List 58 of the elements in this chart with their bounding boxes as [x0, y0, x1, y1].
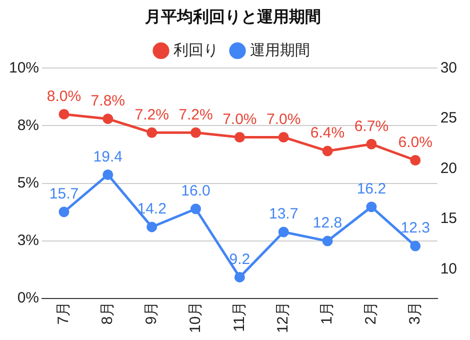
data-label: 7.2% — [134, 106, 169, 124]
data-label: 14.2 — [137, 200, 166, 218]
y-tick-label: 8% — [17, 116, 40, 134]
y-tick-label: 0% — [17, 289, 40, 306]
y-tick-label: 10% — [8, 59, 40, 76]
point — [322, 236, 333, 246]
y2-tick-label: 25 — [440, 110, 458, 127]
point — [278, 132, 289, 142]
data-label: 7.8% — [90, 92, 126, 110]
point — [234, 132, 245, 142]
point — [58, 108, 70, 120]
legend-label: 運用期間 — [250, 42, 310, 59]
y2-tick-label: 30 — [440, 59, 458, 76]
data-label: 7.0% — [222, 110, 257, 128]
x-tick-label: 8月 — [99, 301, 116, 325]
data-label: 7.2% — [178, 106, 213, 124]
y2-tick-label: 20 — [440, 160, 458, 177]
point — [278, 226, 289, 238]
point — [366, 202, 377, 212]
x-tick-label: 9月 — [142, 301, 160, 325]
y-tick-label: 3% — [17, 232, 40, 249]
x-tick-label: 1月 — [318, 301, 336, 325]
chart-title: 月平均利回りと運用期間 — [144, 8, 321, 26]
x-tick-label: 10月 — [186, 301, 204, 334]
y2-tick-label: 10 — [440, 260, 458, 278]
point — [190, 127, 201, 138]
y-tick-label: 5% — [17, 174, 40, 192]
data-label: 8.0% — [46, 88, 82, 105]
point — [146, 222, 158, 232]
data-label: 12.3 — [400, 220, 430, 237]
point — [102, 169, 114, 180]
point — [190, 204, 201, 214]
data-label: 15.7 — [49, 186, 79, 203]
data-label: 16.2 — [356, 180, 386, 198]
data-label: 16.0 — [181, 182, 210, 200]
x-tick-label: 11月 — [230, 301, 248, 332]
x-tick-label: 3月 — [406, 301, 424, 325]
point — [410, 154, 421, 166]
point — [366, 138, 377, 150]
data-label: 6.7% — [354, 118, 389, 135]
data-label: 6.0% — [398, 134, 432, 151]
data-label: 13.7 — [268, 206, 298, 223]
x-tick-label: 12月 — [274, 301, 292, 334]
y2-tick-label: 15 — [440, 210, 458, 228]
data-label: 7.0% — [266, 110, 301, 128]
point — [234, 272, 245, 282]
x-tick-label: 2月 — [362, 301, 380, 325]
point — [102, 114, 114, 124]
point — [58, 206, 70, 218]
data-label: 9.2 — [229, 250, 250, 268]
data-label: 19.4 — [93, 148, 123, 166]
data-label: 6.4% — [310, 124, 345, 142]
point — [410, 240, 421, 252]
legend-label: 利回り — [174, 42, 218, 59]
data-label: 12.8 — [312, 214, 342, 232]
x-tick-label: 7月 — [55, 301, 72, 325]
point — [322, 146, 333, 156]
point — [146, 127, 158, 138]
